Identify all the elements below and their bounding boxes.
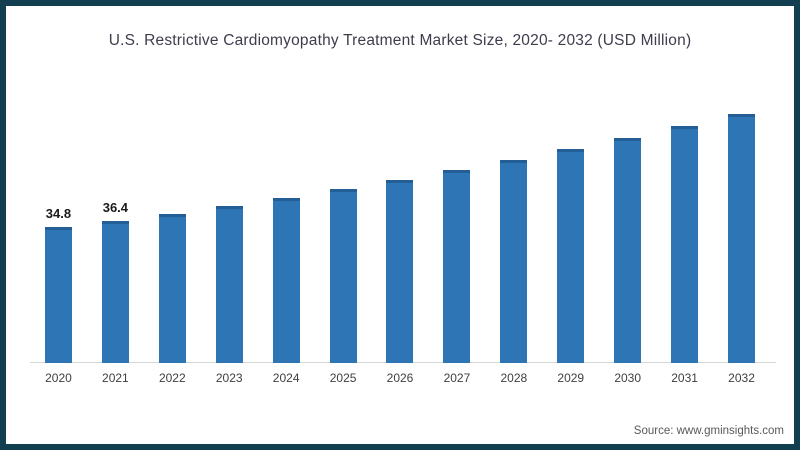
x-axis-label-2021: 2021 bbox=[102, 371, 129, 385]
bar-2020 bbox=[44, 227, 72, 363]
x-axis-label-2031: 2031 bbox=[671, 371, 698, 385]
x-axis-label-2022: 2022 bbox=[158, 371, 186, 385]
bar-2023 bbox=[215, 205, 243, 363]
bar-slot bbox=[428, 91, 485, 363]
bar-slot bbox=[372, 91, 429, 363]
bar-2030 bbox=[614, 138, 642, 363]
bar-slot bbox=[315, 91, 372, 363]
bar-2026 bbox=[386, 179, 414, 363]
bar-slot bbox=[713, 91, 770, 363]
bar-slot: 34.8 bbox=[30, 91, 87, 363]
bar-2021 bbox=[101, 221, 129, 363]
x-axis-label-2027: 2027 bbox=[443, 371, 471, 385]
bar-slot bbox=[201, 91, 258, 363]
chart-title: U.S. Restrictive Cardiomyopathy Treatmen… bbox=[108, 32, 692, 49]
bar-value-label: 36.4 bbox=[102, 200, 129, 215]
bars-row: 34.8 36.4 bbox=[30, 91, 770, 363]
x-axis-label-2032: 2032 bbox=[728, 371, 755, 385]
bar-2031 bbox=[671, 126, 699, 363]
x-axis-label-2028: 2028 bbox=[500, 371, 528, 385]
bar-slot bbox=[258, 91, 315, 363]
x-axis-label-2030: 2030 bbox=[614, 371, 642, 385]
bar-slot bbox=[542, 91, 599, 363]
x-axis-label-2026: 2026 bbox=[386, 371, 414, 385]
bar-2028 bbox=[500, 159, 528, 363]
bar-2032 bbox=[728, 113, 756, 363]
bar-2022 bbox=[158, 213, 186, 363]
source-attribution: Source: www.gminsights.com bbox=[633, 425, 784, 437]
x-axis-label-2029: 2029 bbox=[557, 371, 585, 385]
bar-slot bbox=[656, 91, 713, 363]
bar-2027 bbox=[443, 170, 471, 363]
bar-2029 bbox=[557, 149, 585, 363]
bar-slot bbox=[485, 91, 542, 363]
x-axis-label-2023: 2023 bbox=[215, 371, 243, 385]
x-axis-label-2020: 2020 bbox=[45, 371, 72, 385]
bar-slot: 36.4 bbox=[87, 91, 144, 363]
bar-2024 bbox=[272, 197, 300, 363]
x-axis-labels: 2020 2021 2022 2023 2024 2025 2026 2027 2028 2029… bbox=[30, 371, 770, 385]
bar-2025 bbox=[329, 188, 357, 363]
x-axis-label-2024: 2024 bbox=[272, 371, 300, 385]
x-axis-label-2025: 2025 bbox=[329, 371, 357, 385]
bar-value-label: 34.8 bbox=[45, 206, 72, 222]
bar-slot bbox=[144, 91, 201, 363]
bar-slot bbox=[599, 91, 656, 363]
